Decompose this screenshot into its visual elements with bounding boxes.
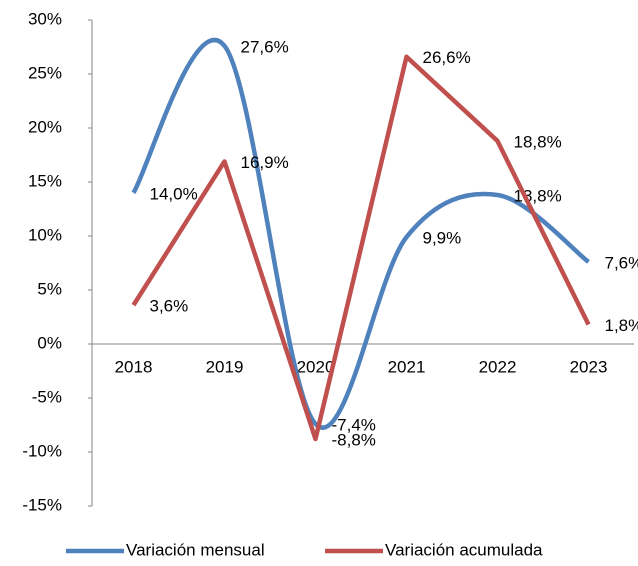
y-tick-label: -5% [32, 387, 62, 406]
data-label: 9,9% [423, 229, 462, 248]
x-tick-label: 2020 [297, 357, 335, 376]
x-tick-label: 2019 [206, 357, 244, 376]
data-label: 7,6% [605, 253, 638, 272]
data-label: -7,4% [332, 415, 376, 434]
y-tick-label: 15% [28, 171, 62, 190]
y-tick-label: 20% [28, 117, 62, 136]
data-label: 26,6% [423, 48, 471, 67]
data-label: 1,8% [605, 316, 638, 335]
y-tick-label: -10% [22, 441, 62, 460]
y-tick-label: 25% [28, 63, 62, 82]
data-label: -8,8% [332, 431, 376, 450]
legend-label: Variación mensual [126, 540, 265, 559]
y-tick-label: 0% [37, 333, 62, 352]
data-label: 14,0% [150, 184, 198, 203]
x-tick-label: 2022 [479, 357, 517, 376]
data-label: 16,9% [241, 153, 289, 172]
x-tick-label: 2023 [570, 357, 608, 376]
data-label: 3,6% [150, 297, 189, 316]
x-tick-label: 2021 [388, 357, 426, 376]
x-tick-label: 2018 [115, 357, 153, 376]
data-label: 18,8% [514, 132, 562, 151]
series-line [131, 54, 591, 442]
y-tick-label: 5% [37, 279, 62, 298]
series-line [131, 37, 590, 430]
data-label: 27,6% [241, 37, 289, 56]
y-tick-label: 10% [28, 225, 62, 244]
y-tick-label: -15% [22, 495, 62, 514]
legend-label: Variación acumulada [385, 540, 543, 559]
y-tick-label: 30% [28, 9, 62, 28]
